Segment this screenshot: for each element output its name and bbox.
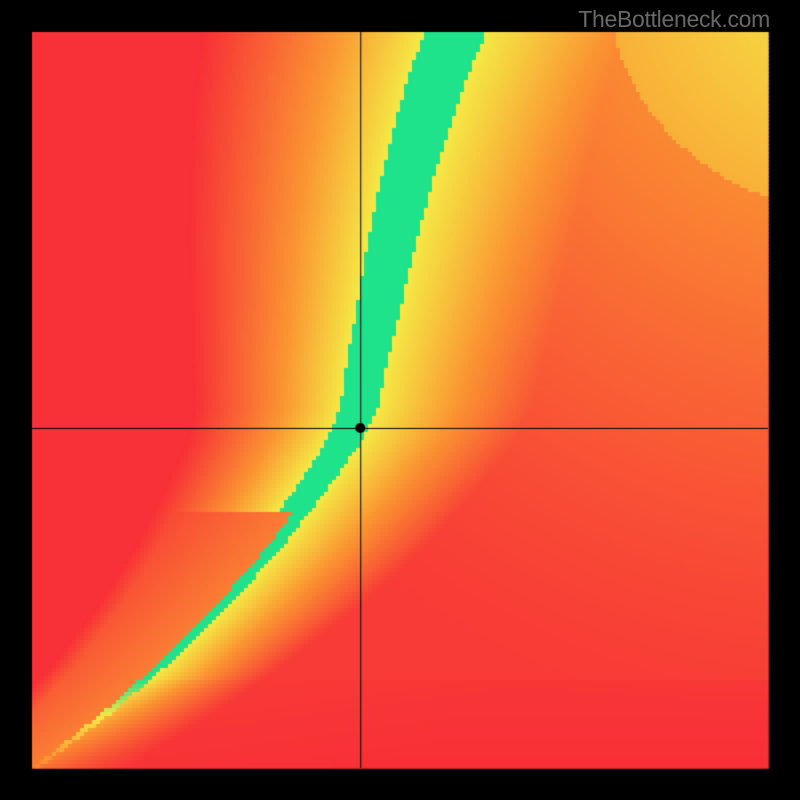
bottleneck-heatmap: [0, 0, 800, 800]
watermark-text: TheBottleneck.com: [578, 6, 770, 33]
chart-container: TheBottleneck.com: [0, 0, 800, 800]
